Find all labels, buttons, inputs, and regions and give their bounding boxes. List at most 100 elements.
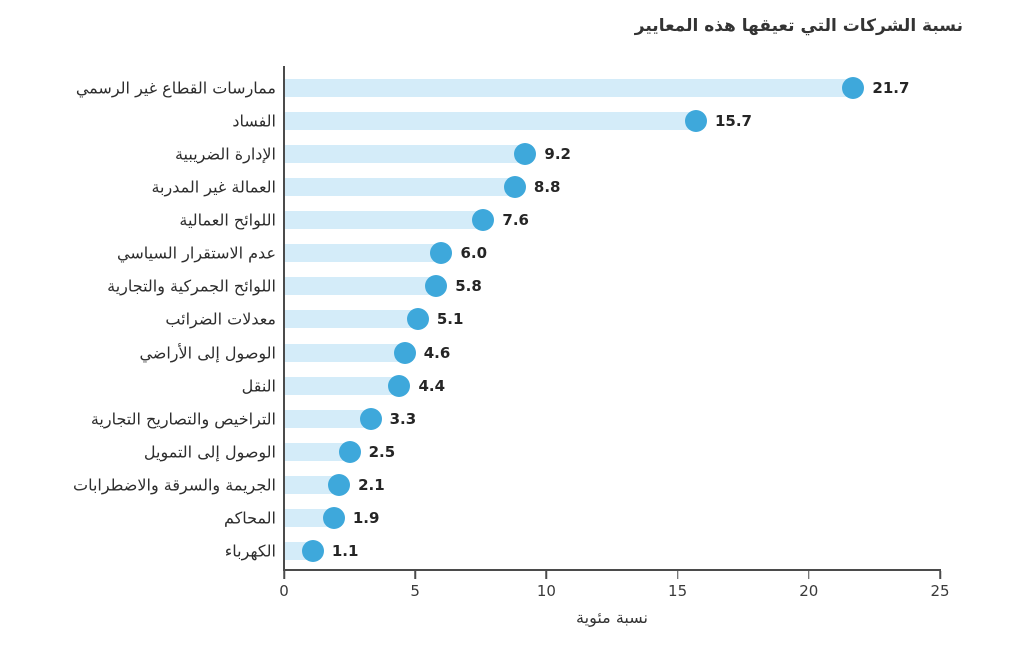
x-tick-label: 15 [668, 582, 688, 600]
plot-area: 1.1 [284, 534, 940, 568]
dot-marker [338, 440, 361, 463]
bar [284, 475, 340, 494]
value-label: 5.8 [455, 277, 482, 296]
dot-marker [503, 176, 526, 199]
chart-row: عدم الاستقرار السياسي 6.0 [0, 236, 1024, 270]
x-tick-label: 5 [410, 582, 420, 600]
y-axis-line [283, 66, 285, 570]
plot-area: 1.9 [284, 501, 940, 535]
value-label: 2.1 [358, 475, 385, 494]
category-label: الوصول إلى التمويل [143, 442, 276, 462]
bar [284, 145, 526, 164]
x-tick-mark [808, 571, 810, 579]
x-tick-mark [283, 571, 285, 579]
value-label: 5.1 [436, 310, 464, 329]
category-label: الإدارة الضريبية [174, 144, 276, 164]
bar [284, 79, 854, 97]
chart-row: الكهرباء 1.1 [0, 534, 1024, 568]
dot-marker [359, 407, 382, 430]
category-label: الكهرباء [224, 541, 276, 561]
bar [284, 343, 405, 362]
bar [284, 211, 484, 230]
category-label: ممارسات القطاع غير الرسمي [75, 78, 276, 98]
x-tick-label: 20 [799, 582, 819, 600]
chart-row: الوصول إلى الأراضي 4.6 [0, 336, 1024, 370]
category-label: المحاكم [223, 508, 276, 528]
plot-area: 5.8 [284, 269, 940, 303]
x-axis-title: نسبة مئوية [576, 608, 648, 627]
value-label: 9.2 [544, 145, 571, 164]
plot-area: 6.0 [284, 236, 940, 270]
value-label: 3.3 [389, 409, 417, 428]
chart-row: المحاكم 1.9 [0, 501, 1024, 535]
bar [284, 244, 442, 263]
category-label: النقل [241, 376, 276, 396]
value-label: 4.4 [418, 376, 446, 395]
dot-marker [322, 506, 345, 529]
category-label: معدلات الضرائب [165, 309, 276, 329]
plot-area: 5.1 [284, 302, 940, 336]
chart-row: اللوائح الجمركية والتجارية 5.8 [0, 269, 1024, 303]
chart-row: العمالة غير المدربة 8.8 [0, 170, 1024, 204]
plot-area: 2.5 [284, 435, 940, 469]
x-tick-label: 25 [930, 582, 950, 600]
category-label: عدم الاستقرار السياسي [117, 243, 276, 263]
value-label: 1.9 [352, 508, 380, 527]
value-label: 6.0 [460, 244, 488, 263]
dot-marker [430, 242, 453, 265]
dot-marker [684, 110, 707, 133]
x-axis-line [283, 569, 941, 571]
dot-marker [406, 308, 429, 331]
value-label: 7.6 [502, 211, 529, 230]
dot-marker [842, 77, 865, 99]
chart-row: ممارسات القطاع غير الرسمي 21.7 [0, 71, 1024, 105]
plot-area: 8.8 [284, 170, 940, 204]
x-tick-mark [414, 571, 416, 579]
plot-area: 3.3 [284, 402, 940, 436]
bar [284, 508, 334, 527]
category-label: اللوائح الجمركية والتجارية [107, 276, 276, 296]
category-label: الوصول إلى الأراضي [139, 343, 276, 363]
category-label: الجريمة والسرقة والاضطرابات [73, 475, 276, 495]
value-label: 8.8 [533, 178, 561, 197]
category-label: العمالة غير المدربة [151, 177, 276, 197]
dot-marker [328, 473, 351, 496]
category-label: التراخيص والتصاريح التجارية [90, 409, 276, 429]
chart-title: نسبة الشركات التي تعيقها هذه المعايير [634, 16, 963, 36]
x-tick-label: 10 [536, 582, 556, 600]
chart-row: التراخيص والتصاريح التجارية 3.3 [0, 402, 1024, 436]
bar [284, 409, 371, 428]
plot-area: 7.6 [284, 203, 940, 237]
value-label: 2.5 [368, 442, 396, 461]
chart-row: الإدارة الضريبية 9.2 [0, 137, 1024, 171]
plot-area: 4.4 [284, 369, 940, 403]
dot-marker [393, 341, 416, 364]
category-label: الفساد [232, 111, 276, 131]
bar [284, 310, 418, 329]
chart-row: الجريمة والسرقة والاضطرابات 2.1 [0, 468, 1024, 502]
plot-area: 9.2 [284, 137, 940, 171]
dot-marker [425, 275, 448, 298]
bar [284, 178, 515, 197]
value-label: 1.1 [331, 541, 359, 560]
value-label: 4.6 [423, 343, 451, 362]
bar [284, 112, 696, 131]
chart-row: اللوائح العمالية 7.6 [0, 203, 1024, 237]
plot-area: 21.7 [284, 71, 940, 105]
category-label: اللوائح العمالية [179, 210, 276, 230]
value-label: 15.7 [714, 112, 752, 131]
bar [284, 277, 437, 296]
plot-area: 15.7 [284, 104, 940, 138]
value-label: 21.7 [872, 79, 910, 97]
x-tick-label: 0 [279, 582, 289, 600]
chart-row: الوصول إلى التمويل 2.5 [0, 435, 1024, 469]
dot-marker [514, 143, 537, 166]
plot-area: 2.1 [284, 468, 940, 502]
x-tick-mark [545, 571, 548, 579]
x-tick-mark [939, 571, 941, 579]
dot-marker [472, 209, 495, 232]
bar [284, 376, 400, 395]
bar [284, 442, 350, 461]
chart-row: الفساد 15.7 [0, 104, 1024, 138]
